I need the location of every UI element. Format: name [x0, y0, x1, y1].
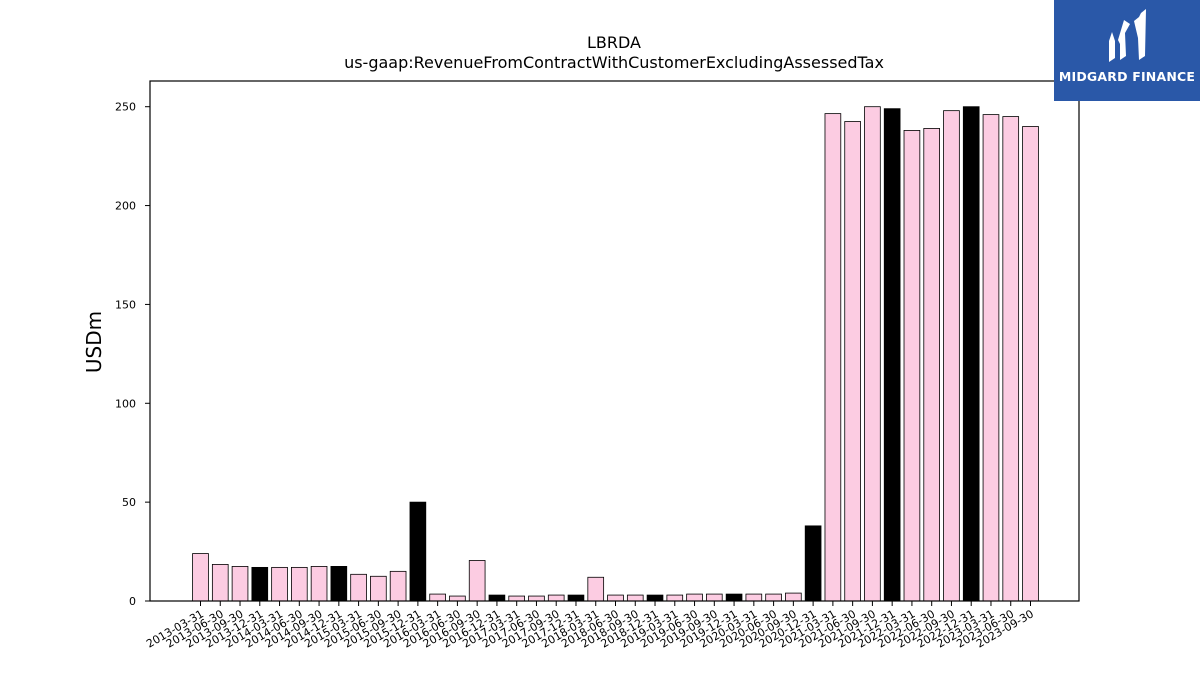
bar-2014-09-30	[310, 566, 328, 602]
bar-2019-03-31	[666, 594, 684, 602]
bar-2020-12-31	[804, 525, 822, 602]
y-tick-label: 50	[122, 496, 136, 509]
bar-2017-03-31	[508, 595, 526, 602]
bar-2018-09-30	[626, 594, 644, 602]
bar-2022-09-30	[943, 110, 960, 602]
y-axis-label: USDm	[82, 311, 106, 373]
bar-2021-06-30	[844, 121, 861, 602]
x-axis: 2013-03-312013-06-302013-09-302013-12-31…	[144, 601, 1036, 651]
bar-2016-12-31	[488, 594, 506, 602]
bars-group	[192, 106, 1039, 602]
bar-2022-12-31	[962, 106, 980, 602]
bar-2019-06-30	[686, 593, 703, 602]
bar-2018-06-30	[607, 594, 624, 602]
bar-2022-03-31	[903, 130, 921, 602]
y-tick-label: 150	[115, 298, 136, 311]
bar-2020-09-30	[785, 592, 802, 602]
bar-2018-12-31	[646, 594, 664, 602]
midgard-m-logo-icon	[1109, 9, 1146, 62]
bar-2022-06-30	[923, 128, 940, 602]
bar-2019-09-30	[706, 593, 723, 602]
bar-2017-06-30	[528, 595, 545, 602]
bar-2017-09-30	[547, 594, 565, 602]
chart-subtitle: us-gaap:RevenueFromContractWithCustomerE…	[344, 53, 884, 72]
bar-2013-12-31	[251, 566, 269, 602]
bar-2020-03-31	[745, 593, 763, 602]
bar-2013-09-30	[231, 566, 249, 602]
bar-2015-12-31	[409, 501, 427, 602]
bar-2017-12-31	[567, 594, 585, 602]
bar-2015-06-30	[370, 575, 387, 602]
bar-2015-03-31	[350, 573, 367, 602]
bar-2023-09-30	[1022, 126, 1039, 602]
y-axis: 0 50 100 150 200 250	[115, 101, 150, 608]
bar-2013-03-31	[192, 553, 209, 602]
plot-frame	[149, 80, 1080, 602]
bar-2019-12-31	[725, 593, 743, 602]
bar-2013-06-30	[211, 564, 229, 602]
y-tick-label: 250	[115, 101, 136, 114]
bar-2023-03-31	[982, 114, 1000, 602]
bar-2023-06-30	[1002, 116, 1020, 602]
bar-2021-09-30	[864, 106, 881, 602]
bar-2014-03-31	[271, 566, 288, 602]
bar-2014-12-31	[330, 566, 348, 602]
bar-2015-09-30	[389, 570, 407, 602]
bar-2018-03-31	[587, 576, 605, 602]
y-tick-label: 100	[115, 397, 136, 410]
bar-2020-06-30	[765, 593, 782, 602]
y-tick-label: 0	[129, 595, 136, 608]
chart-title: LBRDA	[587, 33, 641, 52]
bar-2021-12-31	[883, 108, 901, 602]
brand-name: MIDGARD FINANCE	[1058, 69, 1196, 84]
y-tick-label: 200	[115, 200, 136, 213]
brand-logo: MIDGARD FINANCE	[1054, 0, 1200, 101]
bar-2014-06-30	[290, 566, 308, 602]
bar-2016-03-31	[429, 593, 446, 602]
bar-2021-03-31	[824, 113, 842, 602]
bar-2016-06-30	[449, 595, 466, 602]
bar-2016-09-30	[468, 560, 486, 602]
